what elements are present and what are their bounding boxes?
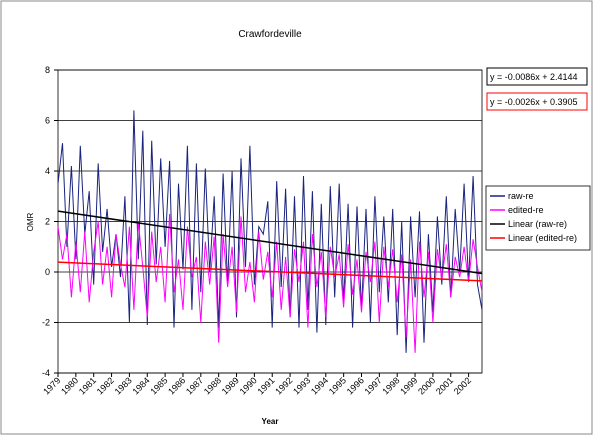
y-tick-label: 8 — [45, 65, 50, 75]
y-tick-label: 4 — [45, 166, 50, 176]
series-line — [57, 110, 483, 353]
trend-line — [57, 210, 483, 275]
y-tick-label: -2 — [42, 318, 50, 328]
legend-label: raw-re — [508, 191, 534, 201]
legend-label: Linear (raw-re) — [508, 219, 567, 229]
x-axis-label: Year — [262, 417, 279, 426]
equation-box — [486, 67, 588, 86]
y-tick-label: 2 — [45, 217, 50, 227]
equation: y = -0.0086x + 2.4144 — [490, 72, 578, 82]
equation-box — [486, 92, 588, 111]
legend-label: Linear (edited-re) — [508, 233, 577, 243]
y-tick-label: -4 — [42, 368, 50, 378]
equation: y = -0.0026x + 0.3905 — [490, 97, 578, 107]
y-tick-label: 6 — [45, 116, 50, 126]
chart-title: Crawfordeville — [238, 29, 302, 40]
y-tick-label: 0 — [45, 267, 50, 277]
y-axis-label: OMR — [26, 212, 35, 231]
trend-line — [57, 261, 483, 282]
series-line — [57, 213, 483, 353]
legend-label: edited-re — [508, 205, 544, 215]
